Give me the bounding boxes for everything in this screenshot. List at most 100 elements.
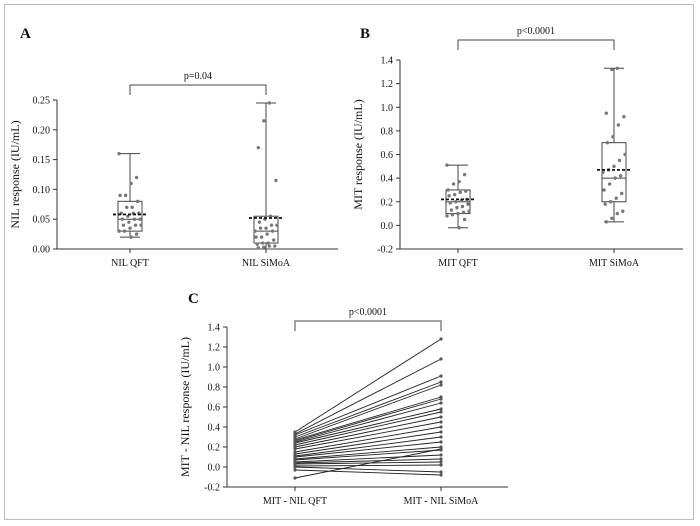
- data-point: [610, 67, 614, 72]
- data-point: [612, 164, 616, 169]
- data-point: [253, 229, 257, 233]
- y-tick-label: -0.2: [377, 245, 393, 256]
- paired-line: [294, 426, 442, 453]
- data-point: [127, 220, 131, 224]
- data-point: [462, 172, 467, 177]
- data-point: [439, 383, 443, 387]
- y-tick-label: 0.00: [33, 245, 51, 256]
- data-point: [133, 223, 138, 227]
- y-tick-label: 0.6: [381, 150, 394, 161]
- data-point: [439, 463, 443, 467]
- data-point: [256, 246, 260, 250]
- y-tick-label: 1.4: [208, 323, 221, 334]
- data-point: [455, 205, 459, 210]
- y-tick-label: 0.4: [208, 423, 221, 434]
- paired-line: [294, 464, 442, 467]
- data-point: [439, 440, 443, 444]
- data-point: [264, 226, 268, 230]
- data-point: [439, 397, 443, 401]
- data-point: [439, 453, 443, 457]
- data-point: [272, 238, 276, 242]
- data-point: [456, 211, 460, 216]
- data-point: [128, 226, 132, 230]
- data-point: [457, 226, 461, 230]
- paired-line: [294, 461, 442, 465]
- data-point: [614, 196, 618, 200]
- data-point: [454, 200, 458, 204]
- data-point: [450, 213, 455, 217]
- data-point: [134, 232, 139, 236]
- data-point: [125, 205, 129, 209]
- y-tick-label: 0.8: [381, 126, 394, 137]
- box-iqr: [253, 215, 279, 244]
- paired-line: [294, 358, 442, 435]
- data-point: [439, 357, 443, 361]
- data-point: [269, 223, 274, 227]
- data-point: [270, 229, 275, 233]
- data-point: [439, 435, 443, 439]
- data-point: [445, 214, 449, 218]
- data-point: [451, 182, 456, 186]
- data-point: [605, 140, 610, 145]
- paired-line: [294, 375, 442, 436]
- significance-bracket: [294, 320, 442, 331]
- data-point: [611, 135, 615, 139]
- data-point: [615, 211, 619, 216]
- data-point: [466, 202, 470, 206]
- data-point: [439, 430, 443, 434]
- paired-line: [294, 431, 442, 455]
- data-point: [448, 201, 452, 205]
- data-point: [120, 217, 125, 221]
- data-point: [464, 189, 468, 193]
- data-point: [257, 220, 262, 224]
- paired-line: [294, 441, 442, 458]
- data-point: [457, 179, 461, 184]
- x-category-label: MIT SiMoA: [589, 258, 640, 269]
- data-point: [607, 182, 612, 186]
- data-point: [439, 415, 443, 419]
- data-point: [622, 115, 626, 119]
- data-point: [293, 476, 297, 480]
- data-point: [439, 407, 443, 411]
- p-value-label: p=0.04: [184, 71, 212, 82]
- data-point: [126, 214, 130, 218]
- data-point: [462, 217, 467, 222]
- y-tick-label: 0.8: [208, 383, 221, 394]
- data-point: [604, 111, 608, 115]
- data-point: [460, 204, 465, 209]
- data-point: [439, 337, 443, 341]
- y-tick-label: -0.2: [204, 483, 220, 494]
- y-tick-label: 0.15: [33, 155, 51, 166]
- data-point: [449, 208, 454, 212]
- data-point: [602, 188, 606, 192]
- data-point: [122, 229, 127, 233]
- paired-line: [294, 416, 442, 448]
- paired-line: [294, 396, 442, 441]
- data-point: [266, 241, 270, 245]
- data-point: [275, 223, 279, 227]
- data-point: [262, 119, 266, 123]
- p-value-label: p<0.0001: [517, 26, 555, 37]
- data-point: [620, 191, 624, 196]
- data-point: [254, 235, 258, 239]
- data-point: [117, 229, 121, 233]
- y-tick-label: 1.0: [208, 363, 221, 374]
- y-tick-label: 1.0: [381, 103, 394, 114]
- y-tick-label: 0.05: [33, 215, 51, 226]
- paired-line: [294, 448, 442, 479]
- data-point: [123, 193, 128, 198]
- data-point: [265, 232, 269, 236]
- data-point: [118, 193, 122, 198]
- paired-line: [294, 466, 442, 473]
- paired-line: [294, 449, 442, 461]
- data-point: [453, 192, 457, 197]
- data-point: [267, 101, 271, 105]
- data-point: [136, 199, 140, 204]
- paired-line: [294, 421, 442, 450]
- paired-line: [294, 402, 442, 443]
- box-iqr: [117, 200, 143, 232]
- paired-line: [294, 454, 442, 463]
- data-point: [439, 374, 443, 378]
- data-point: [268, 214, 273, 218]
- significance-bracket: [457, 39, 615, 50]
